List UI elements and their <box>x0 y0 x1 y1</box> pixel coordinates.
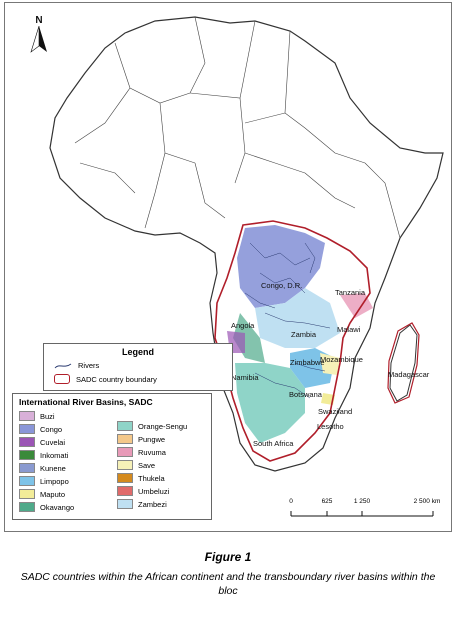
country-borders <box>74 16 401 239</box>
label-lesotho: Lesotho <box>317 422 344 431</box>
legend-rivers-label: Rivers <box>78 361 100 370</box>
basin-legend-item: Cuvelai <box>19 437 65 447</box>
legend-box: Legend Rivers SADC country boundary <box>43 343 233 391</box>
basin-swatch <box>19 489 35 499</box>
basin-legend-item: Umbeluzi <box>117 486 169 496</box>
basin-legend-item: Save <box>117 460 155 470</box>
zambezi-basin-area <box>255 288 340 348</box>
legend-boundary-label: SADC country boundary <box>76 374 157 384</box>
basin-name: Congo <box>40 424 63 434</box>
basin-name: Inkomati <box>40 450 69 460</box>
basin-legend-item: Kunene <box>19 463 66 473</box>
label-malawi: Malawi <box>337 325 361 334</box>
map-frame: N Congo, D.R. Tanzania Angola Zambia Mal… <box>4 2 452 532</box>
sadc-boundary <box>214 220 371 462</box>
basin-name: Okavango <box>40 502 75 512</box>
basin-swatch <box>19 424 35 434</box>
basin-swatch <box>117 486 133 496</box>
basin-name: Orange-Sengu <box>138 421 188 431</box>
basin-legend: International River Basins, SADC Buzi Con… <box>12 393 212 520</box>
north-arrow-icon <box>30 25 47 53</box>
basin-legend-title: International River Basins, SADC <box>19 397 153 407</box>
orange-basin-area <box>235 363 305 443</box>
basin-legend-item: Okavango <box>19 502 74 512</box>
basin-name: Zambezi <box>138 499 167 509</box>
label-madagascar: Madagascar <box>388 370 430 379</box>
basin-swatch <box>117 473 133 483</box>
label-angola: Angola <box>231 321 255 330</box>
scale-bar: 0 625 1 250 2 500 km <box>287 498 441 524</box>
rivers <box>244 242 331 399</box>
label-mozambique: Mozambique <box>320 355 363 364</box>
basin-legend-item: Inkomati <box>19 450 68 460</box>
label-swaziland: Swaziland <box>318 407 353 416</box>
scale-bar-graphic <box>290 511 434 517</box>
label-namibia: Namibia <box>231 373 259 382</box>
figure-caption: SADC countries within the African contin… <box>20 571 436 597</box>
scale-tick-0: 0 <box>289 498 293 505</box>
basin-swatch <box>19 437 35 447</box>
scale-tick-3: 2 500 km <box>413 498 441 505</box>
madagascar-boundary <box>387 322 420 404</box>
boundary-swatch-icon <box>54 374 70 384</box>
label-congo: Congo, D.R. <box>261 281 303 290</box>
label-zambia: Zambia <box>291 330 317 339</box>
basin-legend-item: Buzi <box>19 411 55 421</box>
basin-legend-item: Orange-Sengu <box>117 421 187 431</box>
basin-swatch <box>19 463 35 473</box>
scale-tick-2: 1 250 <box>353 498 371 505</box>
basin-legend-item: Zambezi <box>117 499 167 509</box>
label-zimbabwe: Zimbabwe <box>290 358 325 367</box>
basin-name: Pungwe <box>138 434 166 444</box>
basin-swatch <box>19 450 35 460</box>
legend-title: Legend <box>121 347 154 357</box>
basin-name: Cuvelai <box>40 437 66 447</box>
congo-basin-area <box>237 225 325 308</box>
label-tanzania: Tanzania <box>335 288 366 297</box>
madagascar-island <box>389 324 418 402</box>
north-arrow: N <box>29 15 49 59</box>
ruvuma-basin-area <box>340 293 373 318</box>
basin-name: Ruvuma <box>138 447 166 457</box>
basin-name: Umbeluzi <box>138 486 170 496</box>
river-line-icon <box>54 363 72 368</box>
basin-legend-item: Thukela <box>117 473 165 483</box>
basin-name: Limpopo <box>40 476 69 486</box>
basin-name: Thukela <box>138 473 165 483</box>
basin-name: Buzi <box>40 411 55 421</box>
legend-boundary-row: SADC country boundary <box>54 374 157 384</box>
basin-swatch <box>117 447 133 457</box>
label-botswana: Botswana <box>289 390 322 399</box>
north-label: N <box>35 15 43 26</box>
basin-legend-item: Ruvuma <box>117 447 166 457</box>
legend-rivers-row: Rivers <box>54 361 99 370</box>
basin-legend-item: Congo <box>19 424 62 434</box>
basin-legend-item: Maputo <box>19 489 65 499</box>
basin-swatch <box>19 411 35 421</box>
basin-swatch <box>117 434 133 444</box>
save-basin-area <box>320 353 340 375</box>
basin-legend-item: Limpopo <box>19 476 69 486</box>
basin-swatch <box>19 476 35 486</box>
basin-swatch <box>117 499 133 509</box>
basin-name: Kunene <box>40 463 66 473</box>
figure-title: Figure 1 <box>204 550 252 564</box>
basin-swatch <box>19 502 35 512</box>
label-south-africa: South Africa <box>253 439 294 448</box>
map-canvas <box>49 16 444 472</box>
basin-swatch <box>117 460 133 470</box>
basin-legend-item: Pungwe <box>117 434 165 444</box>
scale-tick-1: 625 <box>321 498 333 505</box>
basin-name: Maputo <box>40 489 66 499</box>
basin-name: Save <box>138 460 156 470</box>
basin-swatch <box>117 421 133 431</box>
